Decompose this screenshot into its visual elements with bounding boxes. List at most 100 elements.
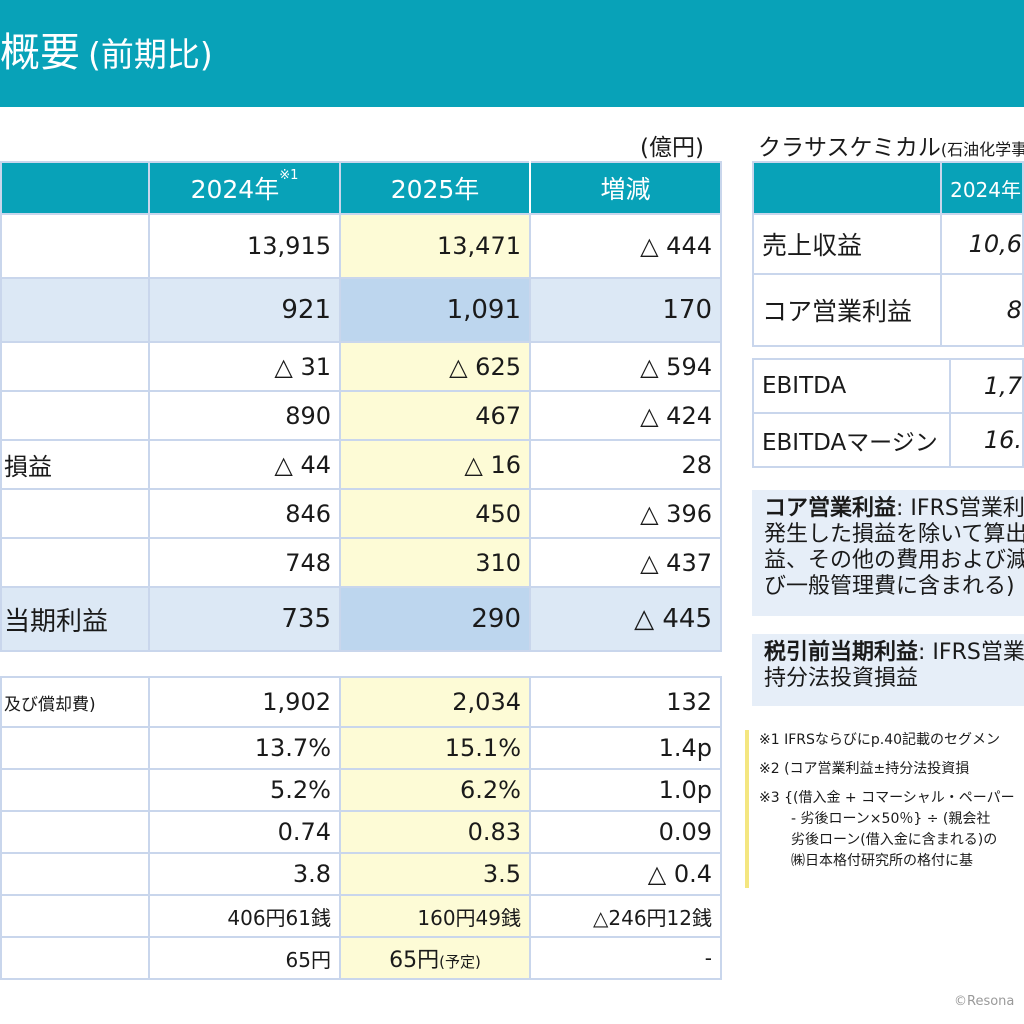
segment-row: 売上収益 10,6	[751, 213, 1024, 275]
cell-diff: 132	[529, 676, 722, 728]
cell-2024: 735	[148, 586, 341, 652]
cell-2025: 1,091	[339, 277, 531, 343]
cell-diff: 0.09	[529, 810, 722, 854]
cell-2024: 0.74	[148, 810, 341, 854]
segment-row-label: EBITDA	[751, 358, 952, 414]
segment-table-ebitda: EBITDA 1,7 EBITDAマージン 16.	[751, 358, 1024, 468]
table-gap	[1, 651, 721, 677]
table-row: 5.2% 6.2% 1.0p	[0, 768, 722, 812]
definition-line: コア営業利益: IFRS営業利	[764, 496, 1024, 521]
cell-diff: 1.0p	[529, 768, 722, 812]
footnotes: ※1 IFRSならびにp.40記載のセグメン ※2 (コア営業利益±持分法投資損…	[745, 730, 1024, 888]
cell-2024: 748	[148, 537, 341, 588]
cell-2024: 13,915	[148, 213, 341, 279]
cell-2025: 65円(予定)	[339, 936, 531, 980]
segment-title: クラサスケミカル(石油化学事業	[758, 135, 1024, 161]
segment-row-value: 16.	[949, 412, 1024, 468]
row-label	[0, 277, 150, 343]
cell-diff: △ 445	[529, 586, 722, 652]
gap-cell	[1, 651, 721, 677]
row-label	[0, 390, 150, 441]
cell-2025: 450	[339, 488, 531, 539]
table-row: 748 310 △ 437	[0, 537, 722, 588]
segment-row-value: 8	[940, 273, 1024, 347]
table-row: 846 450 △ 396	[0, 488, 722, 539]
col-header-2025: 2025年	[339, 161, 531, 215]
segment-row-label: コア営業利益	[751, 273, 943, 347]
row-label	[0, 936, 150, 980]
row-label	[0, 488, 150, 539]
cell-2025: 160円49銭	[339, 894, 531, 938]
unit-label: (億円)	[640, 135, 704, 161]
cell-diff: -	[529, 936, 722, 980]
row-label: 及び償却費)	[0, 676, 150, 728]
cell-2024: △ 31	[148, 341, 341, 392]
row-label: 損益	[0, 439, 150, 490]
footnote-3: ※3 {(借入金 + コマーシャル・ペーパー	[759, 790, 1015, 806]
segment-header-2024: 2024年	[940, 161, 1024, 215]
cell-2024: 1,902	[148, 676, 341, 728]
cell-2024: △ 44	[148, 439, 341, 490]
cell-2025: 6.2%	[339, 768, 531, 812]
definition-line: 益、その他の費用および減	[764, 548, 1024, 573]
table-row: 65円 65円(予定) -	[0, 936, 722, 980]
cell-2025: 2,034	[339, 676, 531, 728]
definition-pretax-profit: 税引前当期利益: IFRS営業 持分法投資損益	[752, 634, 1024, 706]
cell-2024: 890	[148, 390, 341, 441]
table-row: 損益 △ 44 △ 16 28	[0, 439, 722, 490]
cell-2025: 3.5	[339, 852, 531, 896]
table-header-row: 2024年※1 2025年 増減	[0, 161, 722, 215]
row-label	[0, 810, 150, 854]
definition-line: び一般管理費に含まれる)	[764, 574, 1015, 599]
cell-2024: 406円61銭	[148, 894, 341, 938]
row-label	[0, 768, 150, 812]
footnote-3-cont: - 劣後ローン×50％} ÷ (親会社	[791, 811, 991, 827]
cell-2024: 3.8	[148, 852, 341, 896]
cell-diff: 170	[529, 277, 722, 343]
cell-diff: △ 424	[529, 390, 722, 441]
row-label	[0, 852, 150, 896]
cell-diff: △ 437	[529, 537, 722, 588]
table-row: 及び償却費) 1,902 2,034 132	[0, 676, 722, 728]
cell-2025: △ 625	[339, 341, 531, 392]
cell-2024: 5.2%	[148, 768, 341, 812]
col-header-diff: 増減	[529, 161, 722, 215]
table-row: 当期利益 735 290 △ 445	[0, 586, 722, 652]
cell-2025: △ 16	[339, 439, 531, 490]
cell-2024: 846	[148, 488, 341, 539]
label-header	[0, 161, 150, 215]
row-label	[0, 894, 150, 938]
segment-row-label: EBITDAマージン	[751, 412, 952, 468]
cell-diff: △ 444	[529, 213, 722, 279]
row-label	[0, 537, 150, 588]
page-title-main: 概要	[0, 30, 80, 76]
segment-row: EBITDA 1,7	[751, 358, 1024, 414]
table-row: △ 31 △ 625 △ 594	[0, 341, 722, 392]
cell-diff: △ 594	[529, 341, 722, 392]
copyright: ©Resona	[954, 994, 1015, 1009]
row-label	[0, 726, 150, 770]
table-row: 890 467 △ 424	[0, 390, 722, 441]
cell-diff: △246円12銭	[529, 894, 722, 938]
footnote-1: ※1 IFRSならびにp.40記載のセグメン	[759, 732, 1001, 748]
segment-header-row: 2024年	[751, 161, 1024, 215]
segment-header-blank	[751, 161, 943, 215]
cell-2024: 13.7%	[148, 726, 341, 770]
table-row: 406円61銭 160円49銭 △246円12銭	[0, 894, 722, 938]
cell-2025: 310	[339, 537, 531, 588]
definition-core-op-profit: コア営業利益: IFRS営業利 発生した損益を除いて算出 益、その他の費用および…	[752, 490, 1024, 616]
segment-row-value: 10,6	[940, 213, 1024, 275]
segment-row-value: 1,7	[949, 358, 1024, 414]
definition-line: 税引前当期利益: IFRS営業	[764, 640, 1024, 665]
cell-diff: 1.4p	[529, 726, 722, 770]
page-title-sub: (前期比)	[88, 35, 213, 74]
row-label	[0, 341, 150, 392]
table-row: 0.74 0.83 0.09	[0, 810, 722, 854]
cell-2025: 0.83	[339, 810, 531, 854]
table-row: 13,915 13,471 △ 444	[0, 213, 722, 279]
row-label	[0, 213, 150, 279]
cell-2025: 290	[339, 586, 531, 652]
definition-line: 持分法投資損益	[764, 666, 919, 691]
cell-2025: 13,471	[339, 213, 531, 279]
cell-2025: 15.1%	[339, 726, 531, 770]
